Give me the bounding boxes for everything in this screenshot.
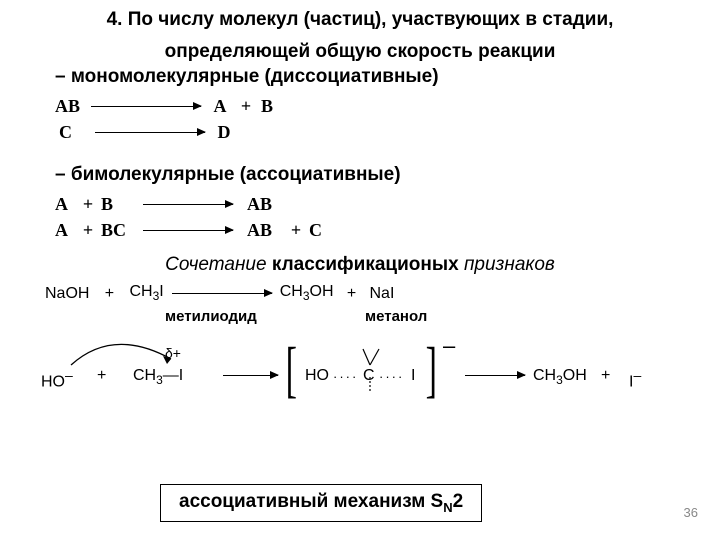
prod-ch3oh: CH3OH [533, 367, 587, 387]
arrow-icon [172, 293, 272, 294]
delta-plus: δ+ [165, 345, 181, 361]
ts-ho: HO [305, 367, 329, 385]
arrow-icon [91, 106, 201, 107]
item-bimolecular: – бимолекулярные (ассоциативные) [0, 164, 720, 186]
chem-ch3i: CH3I [129, 283, 163, 303]
arrow-icon [465, 375, 525, 376]
item-monomolecular: – мономолекулярные (диссоциативные) [0, 66, 720, 88]
heading-line2: определяющей общую скорость реакции [0, 32, 720, 64]
ts-i: I [411, 367, 415, 385]
label-methanol: метанол [365, 308, 427, 325]
eq-bi-1: A + B AB [55, 192, 720, 218]
equations-mono: AB A + B C D [0, 94, 720, 146]
chem-labels: метилиодид метанол [0, 308, 720, 325]
bracket-left-icon: [ [286, 335, 297, 406]
equations-bi: A + B AB A + BC AB + C [0, 192, 720, 244]
prod-i: I– [629, 367, 641, 391]
arrow-icon [223, 375, 278, 376]
label-methyliodide: метилиодид [165, 308, 275, 325]
heading-line1: 4. По числу молекул (частиц), участвующи… [0, 0, 720, 32]
arrow-icon [143, 204, 233, 205]
chem-nai: NaI [370, 285, 395, 303]
mech-ch3i: CH3—I [133, 367, 183, 387]
mechanism-box: ассоциативный механизм SN2 [160, 484, 482, 522]
eq-mono-1: AB A + B [55, 94, 720, 120]
arrow-icon [143, 230, 233, 231]
combination-title: Сочетание классификационых признаков [0, 254, 720, 276]
eq-mono-2: C D [55, 120, 720, 146]
eq-bi-2: A + BC AB + C [55, 218, 720, 244]
mech-ho: HO– [41, 367, 73, 391]
chem-equation: NaOH + CH3I CH3OH + NaI [0, 282, 720, 306]
charge-minus: – [443, 333, 455, 359]
chem-ch3oh: CH3OH [280, 283, 334, 303]
chem-naoh: NaOH [45, 285, 89, 303]
mechanism-diagram: δ+ HO– + CH3—I [ HO ···· C ···· I ] – CH… [35, 339, 720, 419]
arrow-icon [95, 132, 205, 133]
page-number: 36 [684, 505, 698, 520]
bracket-right-icon: ] [426, 335, 437, 406]
